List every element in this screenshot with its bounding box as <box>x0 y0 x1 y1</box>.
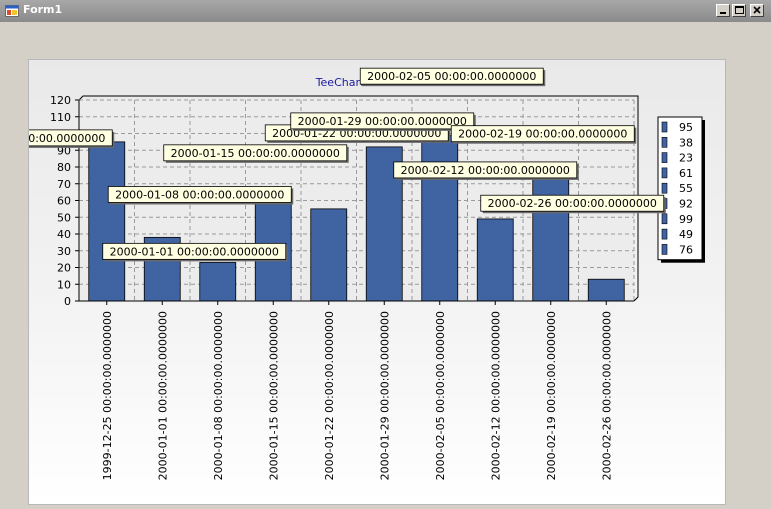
legend-swatch <box>661 137 668 148</box>
y-tick-label: 0 <box>64 295 71 308</box>
form-client-area: TeeChart 0102030405060708090100110120199… <box>0 22 771 509</box>
close-icon <box>753 6 761 14</box>
legend-entry: 95 <box>679 121 693 134</box>
app-icon <box>5 5 19 17</box>
annotation-text: 2000-01-08 00:00:00.0000000 <box>115 188 284 201</box>
legend-entry: 99 <box>679 213 693 226</box>
legend-swatch <box>661 121 668 133</box>
annotation-text: 2000-01-15 00:00:00.0000000 <box>171 147 340 160</box>
legend-entry: 61 <box>679 167 693 180</box>
annotation-callout <box>359 67 544 85</box>
bar <box>532 173 570 302</box>
annotation-text: 2000-02-05 00:00:00.0000000 <box>367 70 536 83</box>
x-tick-label: 2000-02-05 00:00:00.0000000 <box>434 311 447 480</box>
legend-swatch <box>661 213 668 225</box>
annotation-callout <box>163 144 348 162</box>
bar <box>476 218 514 302</box>
x-tick-label: 2000-02-19 00:00:00.0000000 <box>545 311 558 480</box>
legend-entry: 55 <box>679 182 693 195</box>
y-tick-label: 10 <box>57 278 71 291</box>
close-button[interactable] <box>750 4 764 17</box>
y-tick-label: 110 <box>50 111 71 124</box>
maximize-icon <box>735 6 744 14</box>
x-tick-label: 1999-12-25 00:00:00.0000000 <box>101 311 114 480</box>
annotation-callout <box>480 194 665 212</box>
legend-swatch <box>661 167 668 179</box>
annotation-text: 2000-01-29 00:00:00.0000000 <box>298 115 467 128</box>
legend-entry: 23 <box>679 152 693 165</box>
annotation-callout <box>290 112 475 130</box>
x-tick-label: 2000-02-26 00:00:00.0000000 <box>600 311 613 480</box>
minimize-icon <box>720 12 726 14</box>
annotation-text: 2000-02-19 00:00:00.0000000 <box>458 128 627 141</box>
window-title: Form1 <box>23 3 63 16</box>
x-tick-label: 2000-01-22 00:00:00.0000000 <box>323 311 336 480</box>
legend-swatch <box>661 244 668 255</box>
y-tick-label: 40 <box>57 228 71 241</box>
x-tick-label: 2000-02-12 00:00:00.0000000 <box>489 311 502 480</box>
legend-entry: 76 <box>679 243 693 256</box>
teechart-control[interactable]: TeeChart 0102030405060708090100110120199… <box>0 59 726 505</box>
legend-swatch <box>661 182 668 194</box>
bar <box>587 278 625 302</box>
x-tick-label: 2000-01-29 00:00:00.0000000 <box>378 311 391 480</box>
bar-chart: TeeChart 0102030405060708090100110120199… <box>0 67 705 480</box>
title-bar[interactable]: Form1 <box>0 0 771 22</box>
y-tick-label: 120 <box>50 94 71 107</box>
annotation-text: 2000-02-26 00:00:00.0000000 <box>488 197 657 210</box>
legend-swatch <box>661 152 668 163</box>
bar <box>199 262 237 302</box>
x-tick-label: 2000-01-15 00:00:00.0000000 <box>267 311 280 480</box>
y-tick-label: 70 <box>57 178 71 191</box>
plot-3d-edge <box>78 95 639 302</box>
y-tick-label: 80 <box>57 161 71 174</box>
annotation-text: 1999-12-25 00:00:00.0000000 <box>29 132 105 145</box>
legend[interactable]: 95 38 23 61 55 92 99 49 76 <box>657 116 705 263</box>
maximize-button[interactable] <box>732 4 746 17</box>
annotation-callout <box>450 125 635 143</box>
legend-swatch <box>661 228 668 240</box>
annotation-callout <box>393 161 578 179</box>
minimize-button[interactable] <box>716 4 730 17</box>
legend-entry: 92 <box>679 198 693 211</box>
bar <box>421 134 459 302</box>
chart-title: TeeChart <box>315 76 365 89</box>
bar <box>88 141 126 302</box>
legend-entry: 49 <box>679 228 693 241</box>
axes: 01020304050607080901001101201999-12-25 0… <box>50 94 634 480</box>
y-tick-label: 30 <box>57 245 71 258</box>
y-tick-label: 50 <box>57 211 71 224</box>
legend-entry: 38 <box>679 136 693 149</box>
annotation-text: 2000-02-12 00:00:00.0000000 <box>401 164 570 177</box>
annotation-text: 2000-01-01 00:00:00.0000000 <box>110 245 279 258</box>
y-tick-label: 60 <box>57 195 71 208</box>
annotation-callout <box>102 242 287 260</box>
x-tick-label: 2000-01-01 00:00:00.0000000 <box>156 311 169 480</box>
bar <box>310 208 348 302</box>
annotation-callout <box>107 186 292 203</box>
x-tick-label: 2000-01-08 00:00:00.0000000 <box>212 311 225 480</box>
y-tick-label: 20 <box>57 262 71 275</box>
